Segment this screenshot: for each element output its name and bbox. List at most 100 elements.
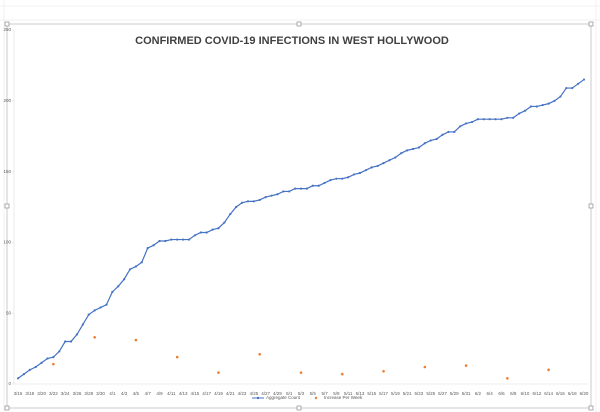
x-tick-label: 5/29 — [450, 391, 459, 396]
x-tick-label: 3/16 — [14, 391, 23, 396]
x-tick-label: 5/31 — [462, 391, 471, 396]
data-point — [87, 313, 90, 316]
data-point — [441, 133, 444, 136]
x-tick-label: 3/22 — [49, 391, 58, 396]
y-tick-label: 0 — [8, 381, 11, 386]
data-point — [229, 212, 232, 216]
data-point — [235, 205, 238, 209]
data-point — [81, 323, 84, 326]
data-point — [553, 99, 556, 102]
x-tick-label: 4/15 — [190, 391, 199, 396]
data-point — [217, 227, 220, 230]
data-point — [394, 156, 397, 159]
data-point — [158, 239, 161, 243]
data-point — [305, 187, 308, 190]
data-point — [99, 306, 102, 309]
data-point — [223, 221, 226, 224]
data-point — [187, 238, 191, 241]
data-point — [258, 198, 261, 202]
data-point — [541, 103, 544, 107]
data-point — [246, 200, 250, 203]
data-point — [276, 193, 279, 196]
data-point — [429, 139, 432, 142]
x-tick-label: 5/25 — [426, 391, 435, 396]
x-tick-label: 5/3 — [298, 391, 305, 396]
data-point — [506, 377, 509, 380]
data-point — [577, 82, 580, 85]
data-point — [494, 118, 497, 121]
data-point — [46, 357, 49, 360]
x-tick-label: 4/17 — [202, 391, 211, 396]
data-point — [476, 118, 479, 121]
data-point — [559, 95, 562, 98]
data-point — [329, 178, 332, 182]
data-point — [340, 372, 344, 376]
data-point — [512, 116, 515, 119]
data-point — [323, 181, 326, 185]
x-tick-label: 6/6 — [498, 391, 505, 396]
data-point — [134, 338, 138, 342]
x-tick-label: 6/10 — [521, 391, 530, 396]
handle — [296, 21, 302, 27]
data-point — [294, 187, 297, 190]
y-tick-label: 200 — [3, 98, 11, 103]
x-tick-label: 3/24 — [61, 391, 70, 396]
x-tick-label: 4/11 — [167, 391, 176, 396]
data-point — [341, 177, 344, 180]
data-point — [406, 149, 409, 152]
data-point — [423, 142, 426, 145]
data-point — [170, 238, 173, 241]
data-point — [523, 109, 527, 112]
x-tick-label: 6/8 — [510, 391, 517, 396]
data-point — [93, 309, 96, 312]
data-point — [52, 355, 55, 359]
x-tick-label: 5/23 — [415, 391, 424, 396]
data-point — [175, 355, 179, 359]
legend-marker — [314, 396, 318, 400]
x-tick-label: 5/19 — [391, 391, 400, 396]
x-tick-label: 4/23 — [238, 391, 247, 396]
data-point — [69, 340, 73, 343]
data-point — [22, 372, 25, 376]
resize-handles — [4, 21, 594, 411]
data-point — [75, 333, 79, 336]
data-point — [464, 364, 468, 367]
data-point — [58, 350, 61, 353]
x-tick-label: 3/28 — [84, 391, 93, 396]
data-point — [506, 116, 509, 119]
data-point — [547, 368, 550, 372]
handle — [588, 405, 594, 411]
data-point — [128, 268, 132, 271]
data-point — [252, 200, 255, 203]
data-point — [311, 184, 314, 187]
x-tick-label: 4/21 — [226, 391, 235, 396]
y-tick-label: 250 — [3, 27, 11, 32]
data-point — [535, 105, 538, 108]
data-point — [64, 340, 67, 343]
data-point — [459, 125, 462, 128]
data-point — [134, 265, 138, 268]
data-point — [105, 303, 108, 306]
x-tick-label: 4/19 — [214, 391, 223, 396]
data-point — [34, 365, 37, 369]
legend-marker — [256, 396, 260, 400]
data-point — [152, 244, 155, 247]
x-tick-label: 5/1 — [286, 391, 293, 396]
x-tick-label: 4/27 — [261, 391, 270, 396]
data-point — [140, 261, 143, 264]
y-tick-label: 50 — [6, 310, 12, 315]
x-tick-label: 6/12 — [532, 391, 541, 396]
y-tick-label: 100 — [3, 240, 11, 245]
data-point — [571, 86, 574, 90]
x-tick-label: 5/13 — [356, 391, 365, 396]
data-point — [117, 285, 120, 288]
chart-title: CONFIRMED COVID-19 INFECTIONS IN WEST HO… — [135, 35, 449, 47]
handle — [588, 21, 594, 27]
data-point — [352, 173, 356, 176]
legend-label: Aggregate Count — [266, 395, 301, 400]
x-tick-label: 5/9 — [333, 391, 340, 396]
x-tick-label: 4/3 — [121, 391, 128, 396]
